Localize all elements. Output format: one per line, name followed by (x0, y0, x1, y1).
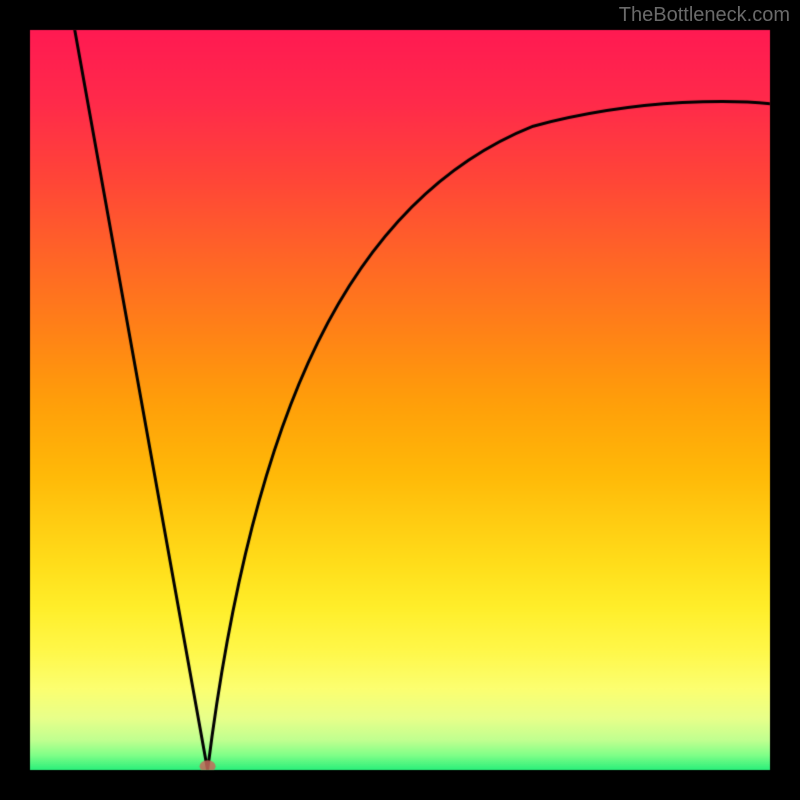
chart-container: TheBottleneck.com (0, 0, 800, 800)
bottleneck-curve-overlay (0, 0, 800, 800)
watermark-text: TheBottleneck.com (619, 4, 790, 27)
